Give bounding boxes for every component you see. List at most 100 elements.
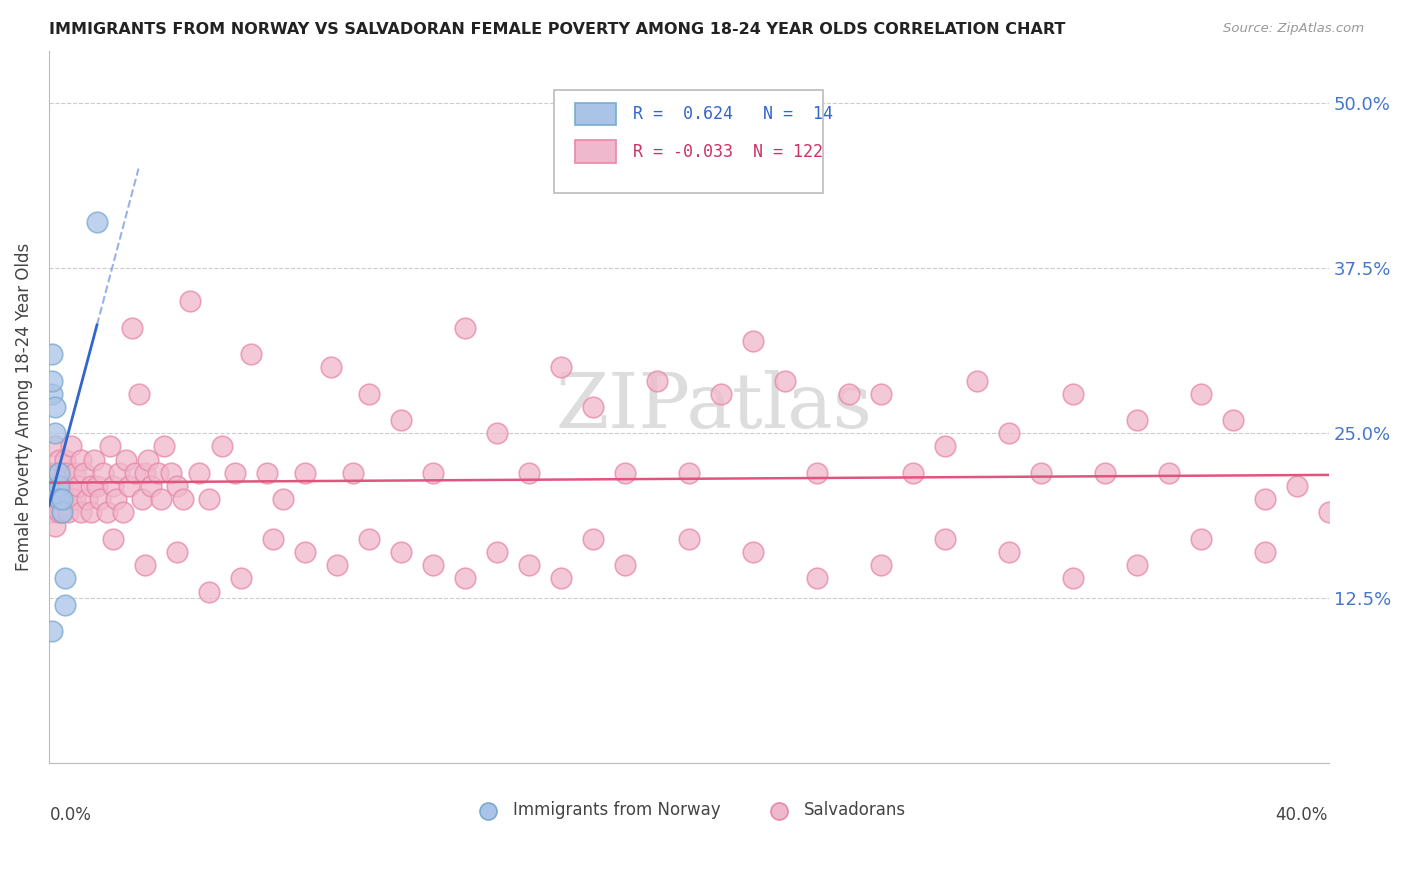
Point	[86, 215, 108, 229]
Point	[198, 492, 221, 507]
Point	[454, 320, 477, 334]
Point	[105, 492, 128, 507]
Point	[517, 466, 540, 480]
Text: 0.0%: 0.0%	[51, 805, 93, 824]
Point	[83, 452, 105, 467]
Point	[389, 413, 412, 427]
Point	[44, 426, 66, 441]
Point	[645, 374, 668, 388]
Point	[53, 466, 76, 480]
Point	[357, 532, 380, 546]
Point	[63, 492, 86, 507]
Point	[51, 479, 73, 493]
Point	[96, 505, 118, 519]
Point	[41, 374, 63, 388]
Point	[111, 505, 134, 519]
Point	[41, 479, 63, 493]
Point	[998, 426, 1021, 441]
Point	[741, 334, 763, 348]
Point	[550, 571, 572, 585]
Point	[188, 466, 211, 480]
Point	[422, 466, 444, 480]
Point	[53, 571, 76, 585]
Point	[294, 545, 316, 559]
Point	[1094, 466, 1116, 480]
Point	[342, 466, 364, 480]
Point	[41, 505, 63, 519]
Point	[1285, 479, 1308, 493]
Point	[86, 479, 108, 493]
Point	[326, 558, 349, 573]
Point	[1126, 558, 1149, 573]
Point	[1029, 466, 1052, 480]
Point	[454, 571, 477, 585]
Point	[70, 452, 93, 467]
Point	[678, 466, 700, 480]
Legend: Immigrants from Norway, Salvadorans: Immigrants from Norway, Salvadorans	[465, 795, 912, 826]
Point	[48, 452, 70, 467]
Point	[53, 452, 76, 467]
Point	[582, 400, 605, 414]
Point	[485, 545, 508, 559]
Point	[1157, 466, 1180, 480]
Point	[44, 518, 66, 533]
Point	[56, 505, 79, 519]
Point	[51, 505, 73, 519]
Point	[124, 466, 146, 480]
Point	[79, 505, 101, 519]
Point	[678, 532, 700, 546]
Point	[51, 505, 73, 519]
Point	[934, 440, 956, 454]
Point	[211, 440, 233, 454]
Point	[134, 466, 156, 480]
Point	[838, 386, 860, 401]
Point	[422, 558, 444, 573]
Point	[294, 466, 316, 480]
Point	[134, 558, 156, 573]
Point	[136, 452, 159, 467]
Point	[998, 545, 1021, 559]
Point	[141, 479, 163, 493]
Point	[153, 440, 176, 454]
Point	[613, 558, 636, 573]
Point	[1126, 413, 1149, 427]
Point	[806, 571, 828, 585]
Point	[128, 386, 150, 401]
Point	[118, 479, 141, 493]
Point	[741, 545, 763, 559]
Point	[76, 492, 98, 507]
Text: ZIPatlas: ZIPatlas	[555, 370, 873, 444]
Point	[869, 386, 891, 401]
Point	[1222, 413, 1244, 427]
Point	[114, 452, 136, 467]
Point	[485, 426, 508, 441]
Point	[53, 598, 76, 612]
Point	[53, 492, 76, 507]
Point	[108, 466, 131, 480]
Point	[48, 479, 70, 493]
Point	[166, 479, 188, 493]
Text: IMMIGRANTS FROM NORWAY VS SALVADORAN FEMALE POVERTY AMONG 18-24 YEAR OLDS CORREL: IMMIGRANTS FROM NORWAY VS SALVADORAN FEM…	[49, 22, 1066, 37]
Text: 40.0%: 40.0%	[1275, 805, 1327, 824]
Point	[1254, 492, 1277, 507]
Point	[172, 492, 194, 507]
Point	[131, 492, 153, 507]
Point	[41, 347, 63, 361]
Point	[271, 492, 294, 507]
Point	[41, 624, 63, 639]
Point	[44, 479, 66, 493]
Point	[1062, 386, 1084, 401]
Y-axis label: Female Poverty Among 18-24 Year Olds: Female Poverty Among 18-24 Year Olds	[15, 243, 32, 571]
Text: R = -0.033  N = 122: R = -0.033 N = 122	[633, 143, 823, 161]
Point	[1254, 545, 1277, 559]
Point	[1189, 386, 1212, 401]
Point	[224, 466, 246, 480]
Point	[89, 492, 111, 507]
Point	[48, 492, 70, 507]
Point	[357, 386, 380, 401]
Point	[256, 466, 278, 480]
Point	[517, 558, 540, 573]
Point	[70, 505, 93, 519]
Point	[198, 584, 221, 599]
Point	[319, 360, 342, 375]
